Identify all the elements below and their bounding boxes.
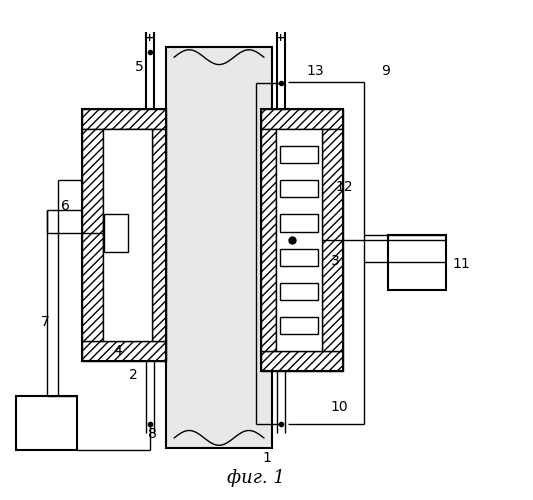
Bar (322, 129, 343, 352)
Bar (82, 109, 166, 129)
Text: 12: 12 (336, 180, 353, 194)
Text: 13: 13 (306, 64, 324, 78)
Text: 1: 1 (262, 450, 271, 464)
Text: +: + (146, 34, 155, 43)
Bar (151, 129, 166, 342)
Bar (16, 396, 77, 450)
Bar (261, 109, 343, 129)
Text: 10: 10 (330, 400, 348, 414)
Bar (82, 129, 103, 342)
Text: фиг. 1: фиг. 1 (227, 470, 285, 488)
Bar (104, 214, 128, 252)
Bar (388, 235, 446, 290)
Text: 11: 11 (453, 257, 471, 271)
Text: 3: 3 (330, 254, 340, 268)
Text: 9: 9 (381, 64, 390, 78)
Bar (103, 129, 151, 342)
Bar (261, 109, 343, 371)
Bar (280, 283, 318, 300)
Bar (261, 129, 276, 352)
Text: 5: 5 (134, 60, 143, 74)
Text: 4: 4 (114, 344, 122, 358)
Text: 6: 6 (61, 198, 69, 212)
Bar (280, 146, 318, 163)
Text: 2: 2 (129, 368, 138, 382)
Text: 7: 7 (41, 314, 50, 328)
Bar (82, 342, 166, 361)
Bar (280, 317, 318, 334)
Text: +: + (276, 34, 285, 43)
Bar (261, 352, 343, 371)
Bar (82, 109, 166, 361)
Text: 8: 8 (148, 427, 157, 441)
Bar (280, 180, 318, 198)
Bar (280, 248, 318, 266)
Bar (280, 214, 318, 232)
Bar (276, 129, 322, 352)
Bar (166, 48, 272, 448)
